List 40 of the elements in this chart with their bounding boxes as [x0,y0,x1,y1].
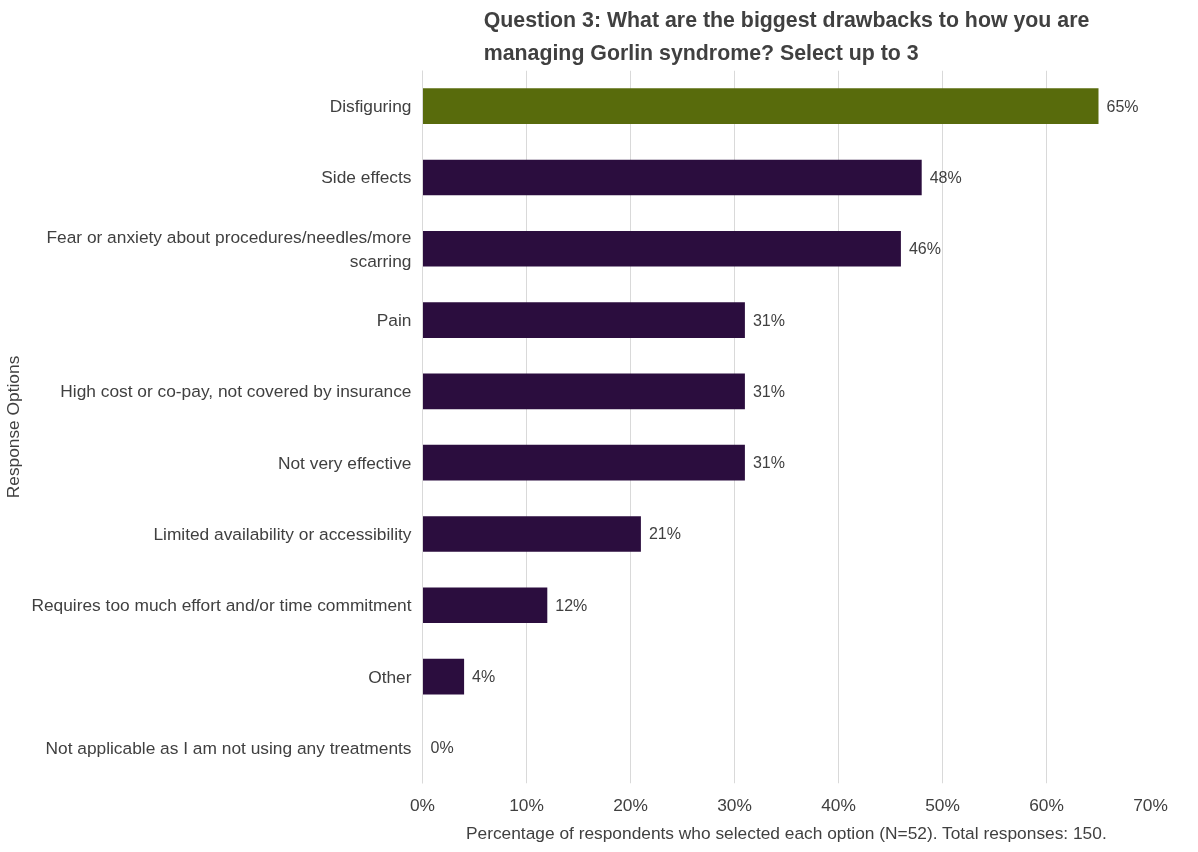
y-tick-label: Requires too much effort and/or time commitment [31,595,412,616]
y-tick-label: Pain [376,310,412,331]
x-tick-label: 30% [717,794,752,815]
bar [422,658,465,695]
bar [422,302,745,338]
y-tick-label: Side effects [321,167,412,188]
bar [422,587,548,624]
y-tick-label: Limited availability or accessibility [153,523,412,544]
bar [422,159,922,196]
y-tick-label: Disfiguring [329,96,412,117]
y-axis-title: Response Options [3,355,24,499]
bar [422,230,901,267]
data-label: 4% [472,668,496,686]
bar [422,444,745,481]
y-tick-label: High cost or co-pay, not covered by insurance [60,381,412,402]
x-tick-label: 70% [1133,794,1168,815]
data-label: 12% [555,596,588,614]
data-label: 65% [1106,97,1139,115]
x-tick-label: 0% [409,794,436,815]
y-tick-label: Fear or anxiety about procedures/needles/more scarring [46,226,412,271]
bar [422,88,1099,124]
data-label: 31% [752,382,785,400]
x-tick-label: 20% [613,794,648,815]
x-axis-title: Percentage of respondents who selected each option (N=52). Total responses: 150. [465,822,1107,843]
data-label: 21% [648,525,681,543]
data-label: 0% [430,739,454,757]
data-label: 48% [929,168,962,186]
x-tick-label: 10% [509,794,544,815]
data-label: 31% [752,311,785,329]
y-tick-label: Other [368,666,412,687]
x-tick-label: 60% [1029,794,1064,815]
bar [422,516,641,552]
chart-title: Question 3: What are the biggest drawbacks to how you are managing Gorlin syndrome? Select up to 3 [483,7,1090,66]
data-label: 46% [908,240,941,258]
y-tick-label: Not applicable as I am not using any treatments [45,737,412,758]
data-label: 31% [752,454,785,472]
y-tick-label: Not very effective [277,452,412,473]
x-tick-label: 40% [821,794,856,815]
bar [422,373,745,410]
x-tick-label: 50% [925,794,960,815]
